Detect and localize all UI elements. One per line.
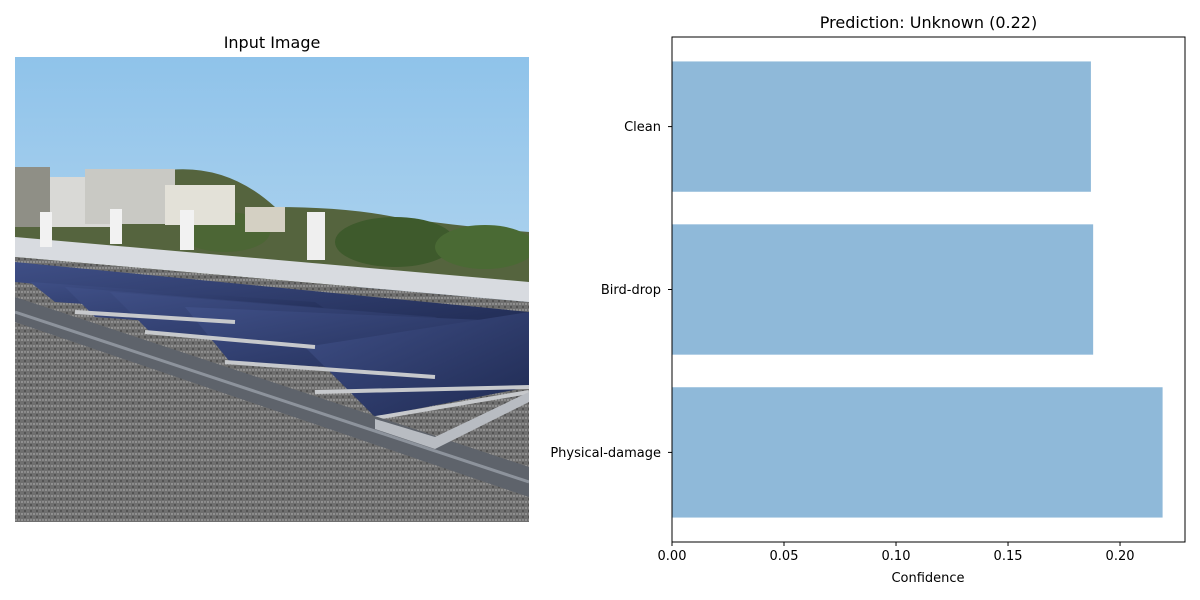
y-tick-label: Physical-damage <box>550 446 661 461</box>
y-tick-label: Clean <box>624 120 661 135</box>
bar-bird-drop <box>672 224 1094 355</box>
x-tick-label: 0.15 <box>994 549 1023 564</box>
input-image-title: Input Image <box>223 33 321 52</box>
y-tick-label: Bird-drop <box>601 283 661 298</box>
bar-clean <box>672 61 1091 192</box>
x-tick-label: 0.00 <box>658 549 687 564</box>
x-tick-label: 0.05 <box>770 549 799 564</box>
solar-panel-photo <box>15 57 529 522</box>
chart-title: Prediction: Unknown (0.22) <box>819 13 1038 32</box>
x-tick-label: 0.10 <box>882 549 911 564</box>
x-tick-label: 0.20 <box>1106 549 1135 564</box>
bar-physical-damage <box>672 387 1163 518</box>
x-axis-label: Confidence <box>891 571 964 586</box>
